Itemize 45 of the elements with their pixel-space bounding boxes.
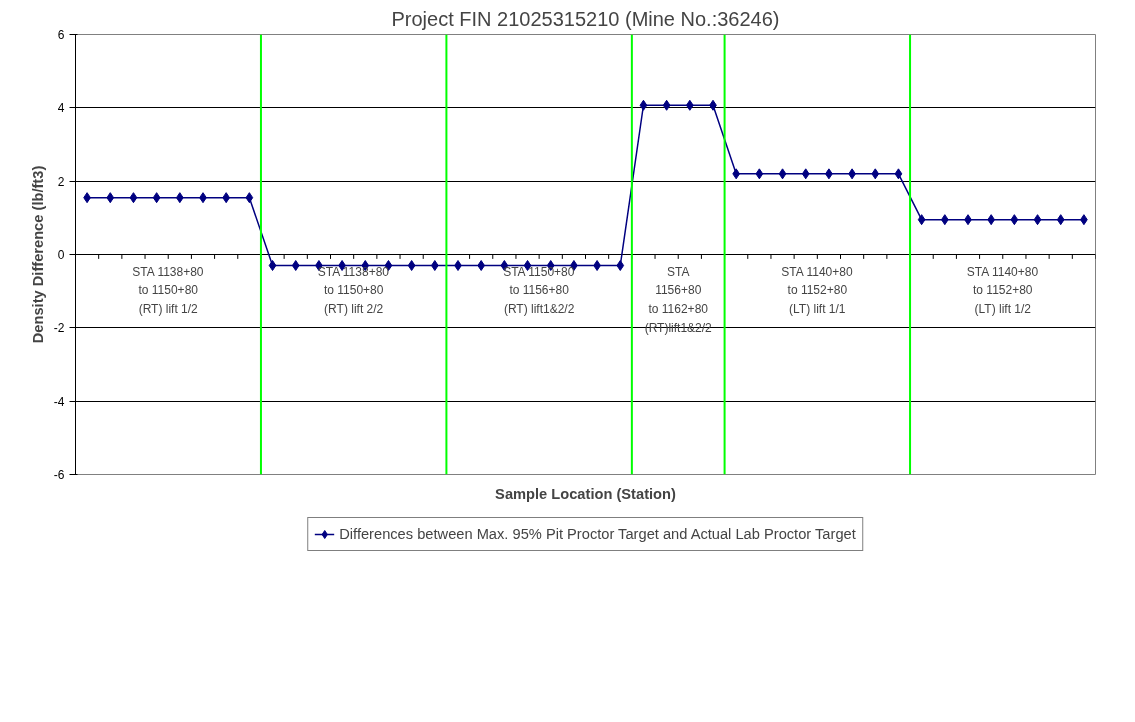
- y-tick-label: 6: [57, 28, 65, 42]
- annotation: STA 1140+80 to 1152+80 (LT) lift 1/2: [966, 264, 1039, 317]
- point: [778, 168, 787, 180]
- point: [175, 192, 184, 204]
- x-axis-title: Sample Location (Station): [495, 485, 676, 502]
- point: [871, 168, 880, 180]
- point: [454, 260, 462, 271]
- point: [662, 99, 671, 111]
- point: [1010, 214, 1019, 226]
- y-tick-label: 2: [57, 174, 65, 189]
- point: [268, 260, 277, 271]
- y-tick-label: -2: [53, 321, 65, 336]
- point: [430, 260, 439, 271]
- point: [152, 192, 161, 204]
- annotation: STA 1138+80 to 1150+80 (RT) lift 2/2: [317, 264, 390, 317]
- point: [917, 214, 926, 226]
- point: [894, 168, 903, 180]
- point: [801, 168, 810, 180]
- legend-label: Differences between Max. 95% Pit Proctor Target and Actual Lab Proctor Target: [339, 526, 856, 542]
- point: [1056, 214, 1065, 226]
- point: [407, 260, 416, 271]
- annotation: STA 1140+80 to 1152+80 (LT) lift 1/1: [781, 264, 853, 317]
- point: [987, 214, 996, 226]
- point: [685, 99, 694, 111]
- y-axis-title: Density Difference (lb/ft3): [29, 165, 46, 344]
- point: [732, 168, 741, 180]
- point: [639, 99, 648, 111]
- point: [291, 260, 300, 271]
- annotation: STA 1138+80 to 1150+80 (RT) lift 1/2: [132, 264, 204, 317]
- point: [245, 192, 254, 204]
- y-tick-label: 4: [57, 101, 65, 116]
- point: [755, 168, 764, 180]
- y-tick-label: -6: [53, 468, 65, 482]
- y-tick-label: -4: [53, 394, 65, 409]
- point: [222, 192, 231, 204]
- point: [940, 214, 949, 226]
- point: [477, 260, 486, 271]
- point: [129, 192, 138, 204]
- point: [106, 192, 115, 204]
- point: [593, 260, 601, 271]
- point: [1033, 214, 1042, 226]
- chart-title: Project FIN 21025315210 (Mine No.:36246): [391, 7, 780, 30]
- y-tick-label: 0: [57, 248, 65, 262]
- annotation: STA 1150+80 to 1156+80 (RT) lift1&2/2: [503, 264, 575, 317]
- point: [616, 260, 625, 271]
